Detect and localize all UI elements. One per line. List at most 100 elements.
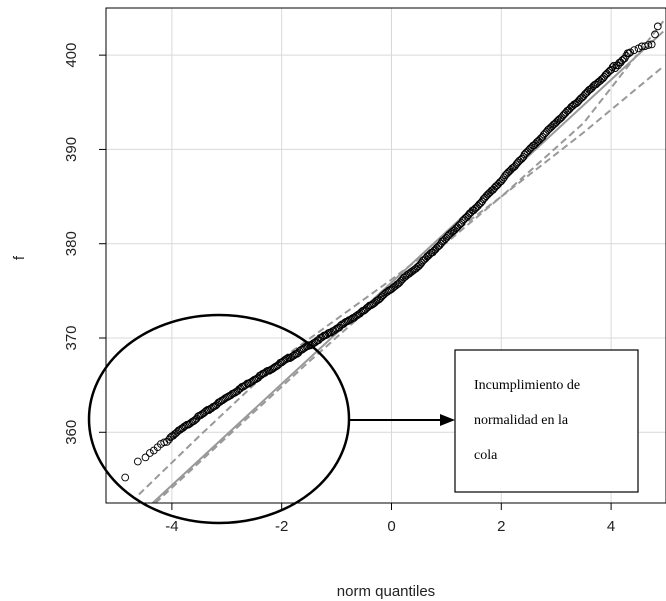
data-point (501, 171, 510, 180)
data-point (382, 288, 390, 297)
annotation-line-2: normalidad en la (474, 413, 569, 428)
data-point (518, 154, 526, 163)
data-point (647, 40, 656, 49)
data-point (494, 179, 503, 188)
confidence-envelopes (138, 20, 665, 504)
data-point (561, 108, 570, 117)
annotation-arrowhead (440, 414, 455, 426)
data-point (548, 122, 556, 131)
data-point (534, 137, 543, 145)
data-point (432, 243, 441, 252)
data-point (292, 350, 301, 358)
reference-line (151, 30, 664, 504)
data-point (644, 41, 653, 49)
data-point (539, 130, 548, 139)
data-point (515, 157, 523, 165)
data-point (460, 215, 469, 224)
data-point (467, 208, 475, 217)
x-axis-title: norm quantiles (337, 583, 435, 600)
data-point (571, 99, 580, 108)
data-point (596, 77, 604, 85)
data-point (546, 123, 555, 132)
data-point (533, 138, 541, 146)
data-point (531, 139, 540, 148)
data-point (555, 115, 563, 124)
data-points (121, 22, 662, 482)
x-axis: -4 -2 0 2 4 (165, 503, 615, 535)
data-point (393, 280, 401, 289)
data-point (454, 221, 463, 230)
data-point (486, 188, 495, 196)
data-point (597, 75, 606, 84)
y-tick-label-2: 380 (63, 231, 80, 256)
data-point (475, 200, 484, 209)
data-point (421, 254, 430, 263)
data-point (520, 150, 529, 159)
data-point (362, 304, 371, 312)
data-point (482, 192, 491, 200)
data-point (146, 449, 154, 457)
data-point (508, 164, 517, 173)
y-axis: 360 370 380 390 400 (63, 43, 106, 445)
data-point (189, 417, 198, 425)
data-point (476, 199, 485, 207)
data-point (412, 264, 421, 273)
y-axis-title: f (11, 255, 28, 260)
data-point (373, 296, 382, 305)
data-point (469, 206, 478, 214)
data-point (498, 175, 507, 184)
data-point (453, 223, 462, 232)
data-point (626, 48, 635, 57)
x-tick-label-4: 4 (607, 518, 615, 535)
data-point (464, 211, 473, 219)
data-point (490, 184, 499, 192)
y-tick-label-1: 370 (63, 325, 80, 350)
x-tick-label-1: -2 (275, 518, 288, 535)
x-tick-label-2: 0 (387, 518, 395, 535)
x-tick-label-0: -4 (165, 518, 178, 535)
data-point (581, 90, 589, 98)
data-point (420, 255, 429, 264)
data-point (559, 111, 567, 120)
data-point (577, 94, 585, 103)
data-point (268, 365, 276, 373)
tail-highlight-ellipse (87, 313, 351, 525)
annotation-line-1: Incumplimiento de (474, 378, 580, 393)
envelope-upper (138, 20, 665, 496)
data-point (474, 202, 482, 210)
data-point (496, 178, 504, 187)
data-point (601, 70, 610, 79)
grid (106, 8, 666, 503)
data-point (423, 252, 432, 261)
data-point (575, 95, 584, 104)
data-point (502, 169, 511, 178)
plot-frame (105, 7, 666, 504)
data-point (504, 168, 513, 177)
annotation-box (454, 349, 639, 493)
annotation-line-3: cola (474, 448, 498, 463)
data-point (513, 158, 522, 167)
data-point (398, 275, 407, 284)
envelope-lower (154, 65, 664, 504)
data-point (361, 305, 370, 314)
data-point (630, 46, 639, 54)
data-point (435, 241, 444, 250)
data-point (449, 227, 458, 235)
data-point (651, 30, 659, 39)
data-point (545, 124, 554, 133)
data-point (461, 214, 470, 222)
data-point (604, 68, 613, 77)
data-point (413, 263, 422, 271)
data-point (452, 224, 460, 233)
data-point (339, 320, 348, 328)
data-point (419, 256, 427, 265)
data-point (471, 204, 480, 213)
data-point (566, 104, 574, 113)
data-point (535, 135, 544, 144)
data-point (491, 182, 500, 191)
data-point (443, 232, 452, 240)
data-point (233, 387, 242, 395)
data-point (552, 118, 561, 127)
data-point (141, 453, 150, 462)
data-point (448, 228, 456, 237)
